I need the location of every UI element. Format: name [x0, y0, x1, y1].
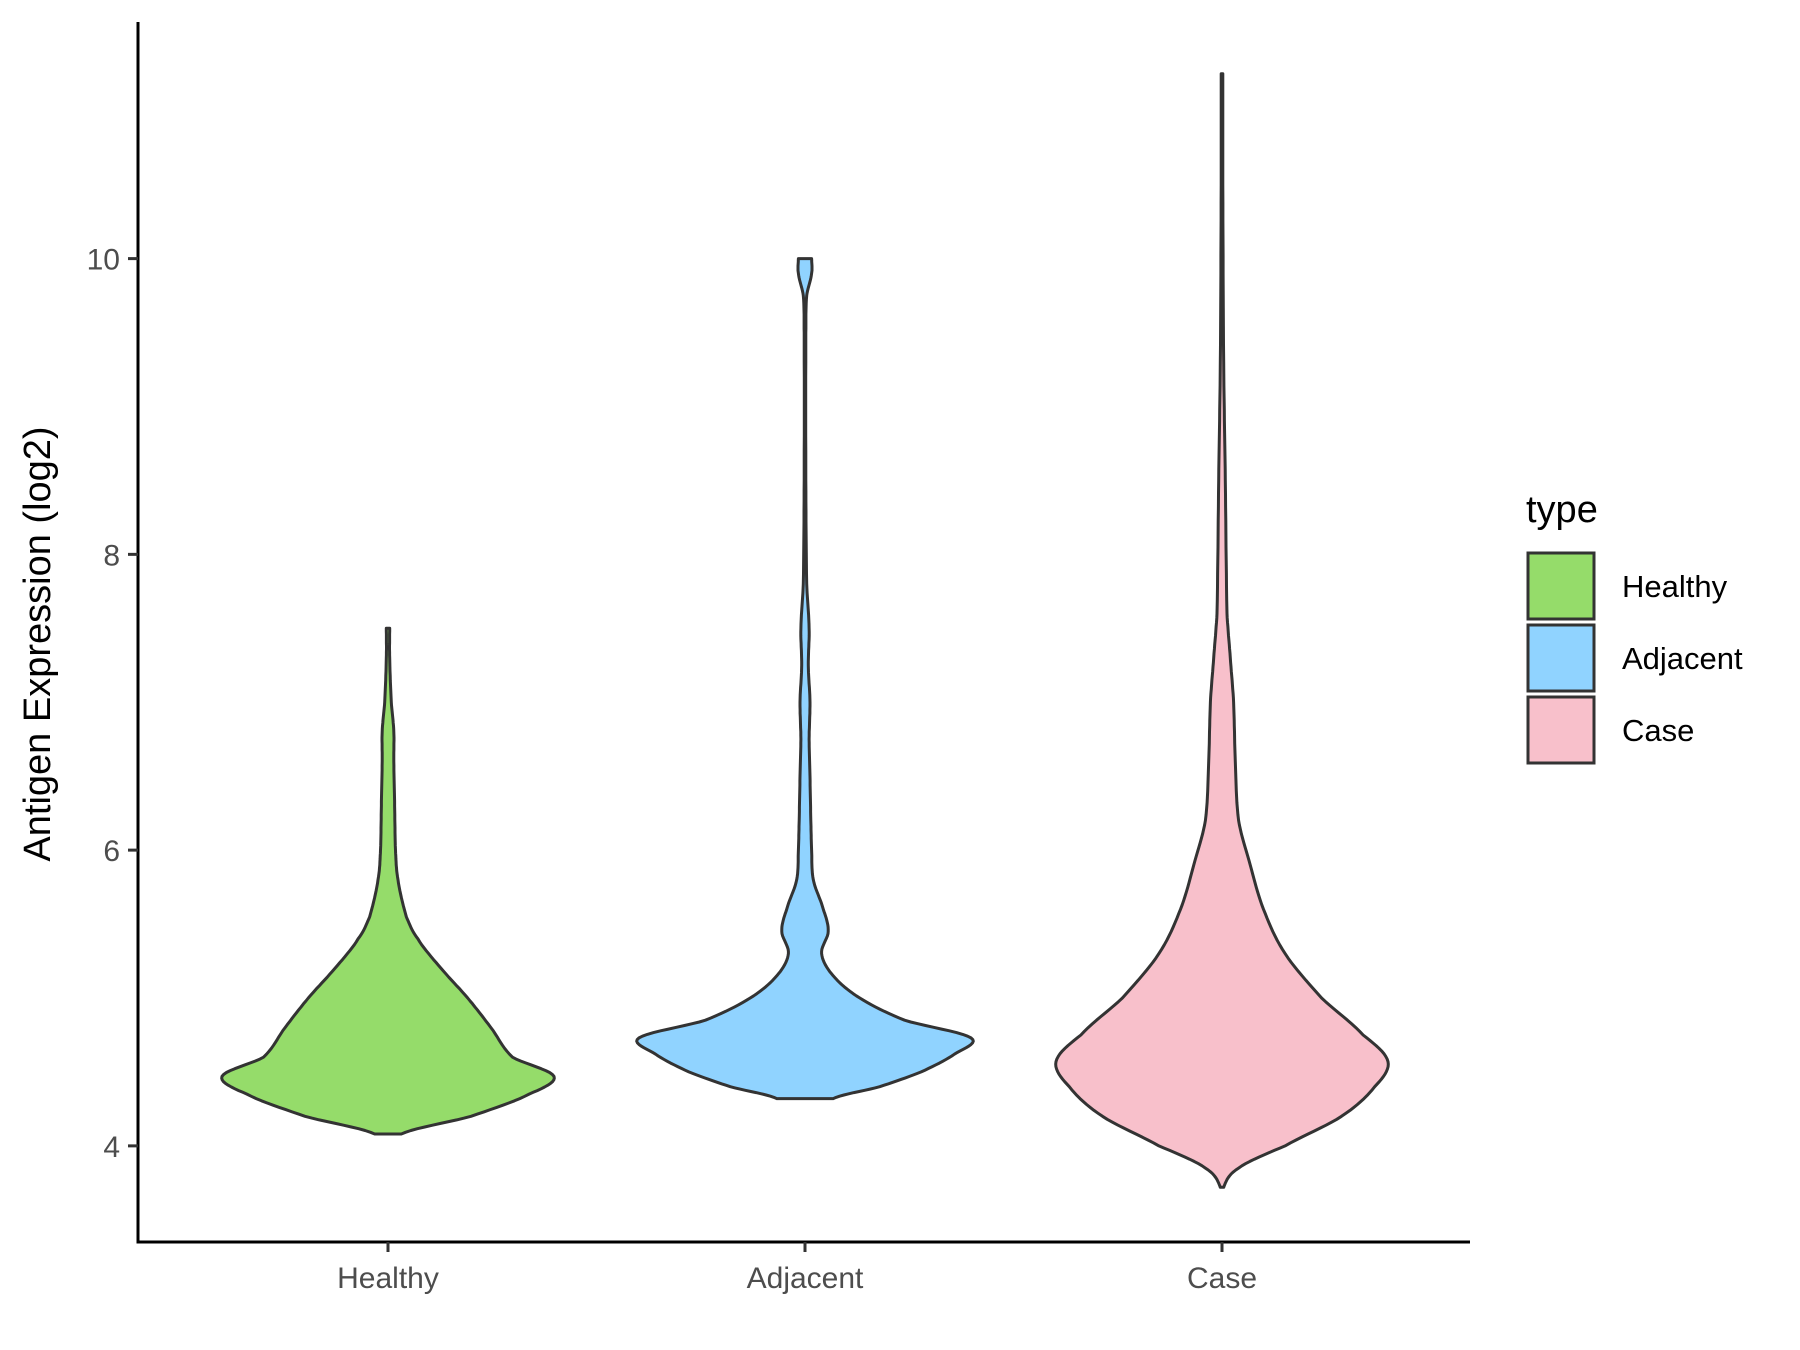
x-tick-label: Case	[1187, 1262, 1257, 1295]
violin-layer	[220, 72, 1390, 1189]
legend: type Healthy Adjacent Case	[1526, 489, 1743, 765]
legend-swatch-healthy	[1526, 551, 1596, 621]
legend-entries: Healthy Adjacent Case	[1526, 551, 1743, 765]
x-ticks: Healthy Adjacent Case	[337, 1242, 1257, 1295]
legend-label-case: Case	[1622, 713, 1694, 748]
violin-case	[1054, 72, 1390, 1189]
legend-title: type	[1526, 489, 1598, 531]
y-tick-label: 4	[103, 1131, 120, 1164]
legend-swatch-case	[1526, 695, 1596, 765]
axes: 4 6 8 10 Healthy Adjacent Case	[87, 22, 1470, 1295]
x-tick-label: Healthy	[337, 1262, 439, 1295]
y-tick-label: 6	[103, 835, 120, 868]
legend-label-adjacent: Adjacent	[1622, 641, 1743, 676]
x-tick-label: Adjacent	[747, 1262, 864, 1295]
legend-swatch-adjacent	[1526, 623, 1596, 693]
y-tick-label: 10	[87, 244, 120, 277]
violin-healthy	[220, 626, 556, 1136]
y-axis-title: Antigen Expression (log2)	[17, 426, 59, 861]
y-ticks: 4 6 8 10	[87, 244, 138, 1164]
legend-label-healthy: Healthy	[1622, 569, 1728, 604]
y-tick-label: 8	[103, 539, 120, 572]
violin-adjacent	[635, 257, 975, 1101]
